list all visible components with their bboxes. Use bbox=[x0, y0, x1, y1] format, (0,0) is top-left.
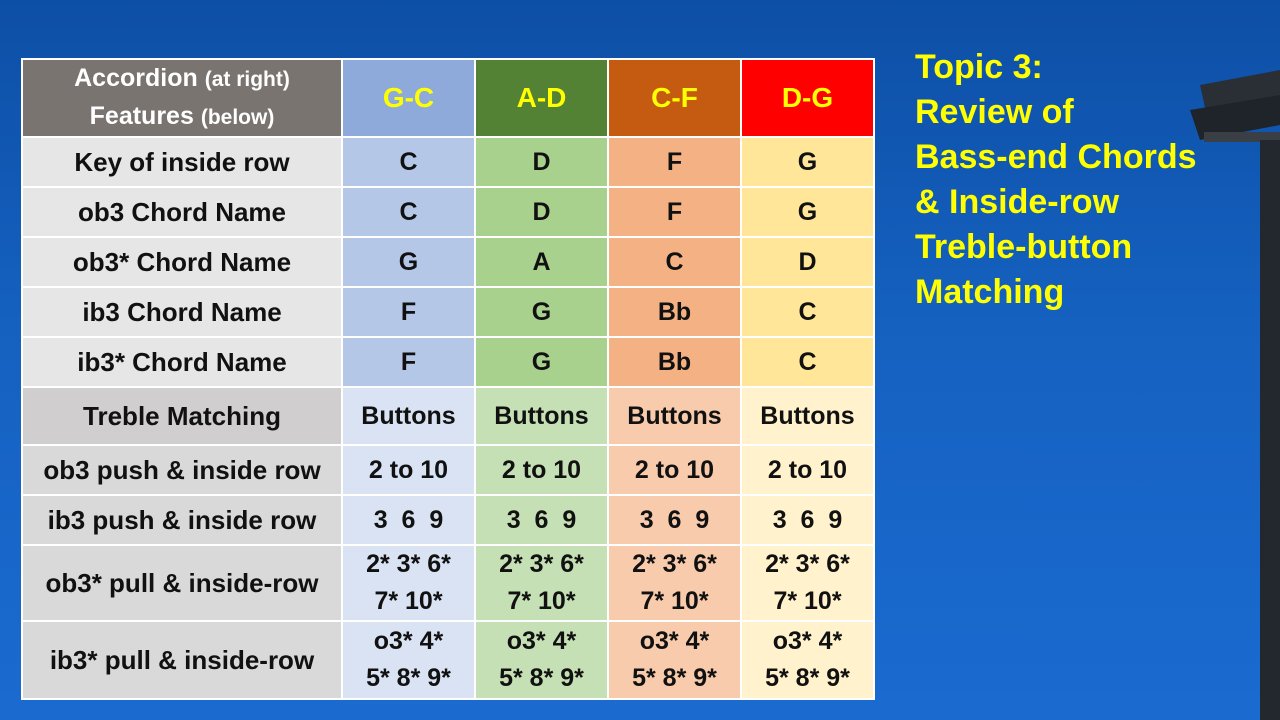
features-header: Accordion (at right) Features (below) bbox=[21, 58, 343, 138]
table-cell: F bbox=[607, 136, 742, 188]
table-cell: 3 6 9 bbox=[341, 494, 476, 546]
table-row: ib3 push & inside row 3 6 9 3 6 9 3 6 9 … bbox=[21, 494, 875, 546]
table-cell: G bbox=[341, 236, 476, 288]
topic-line: Treble-button bbox=[915, 228, 1133, 266]
topic-title: Topic 3: Review of Bass-end Chords & Ins… bbox=[915, 45, 1245, 315]
table-cell: G bbox=[474, 286, 609, 338]
table-cell: 2 to 10 bbox=[607, 444, 742, 496]
topic-line: Review of bbox=[915, 93, 1074, 131]
table-cell: A bbox=[474, 236, 609, 288]
table-cell: o3* 4* 5* 8* 9* bbox=[341, 620, 476, 700]
key-header-cf: C-F bbox=[607, 58, 742, 138]
header-below: (below) bbox=[200, 106, 275, 129]
cell-line: 5* 8* 9* bbox=[366, 664, 451, 692]
buttons-header: Buttons bbox=[740, 386, 875, 446]
treble-matching-label: Treble Matching bbox=[21, 386, 343, 446]
table-cell: G bbox=[740, 136, 875, 188]
buttons-header: Buttons bbox=[341, 386, 476, 446]
table-cell: D bbox=[474, 136, 609, 188]
table-cell: C bbox=[341, 186, 476, 238]
table-row: ob3* pull & inside-row 2* 3* 6* 7* 10* 2*… bbox=[21, 544, 875, 622]
row-label: ib3 Chord Name bbox=[21, 286, 343, 338]
table-row: ib3 Chord Name F G Bb C bbox=[21, 286, 875, 338]
table-cell: Bb bbox=[607, 336, 742, 388]
comparison-table: Accordion (at right) Features (below) G-… bbox=[21, 58, 875, 700]
treble-header-row: Treble Matching Buttons Buttons Buttons … bbox=[21, 386, 875, 446]
table-row: ib3* pull & inside-row o3* 4* 5* 8* 9* o3… bbox=[21, 620, 875, 700]
table-cell: 2* 3* 6* 7* 10* bbox=[607, 544, 742, 622]
table-cell: G bbox=[740, 186, 875, 238]
table-cell: 3 6 9 bbox=[474, 494, 609, 546]
table-cell: o3* 4* 5* 8* 9* bbox=[607, 620, 742, 700]
table-cell: F bbox=[341, 336, 476, 388]
topic-line: & Inside-row bbox=[915, 183, 1120, 221]
table-cell: C bbox=[341, 136, 476, 188]
cell-line: o3* 4* bbox=[373, 627, 444, 655]
row-label: ob3 push & inside row bbox=[21, 444, 343, 496]
row-label: ib3* Chord Name bbox=[21, 336, 343, 388]
cell-line: 5* 8* 9* bbox=[499, 664, 584, 692]
lamp-post-icon bbox=[1190, 70, 1280, 720]
table-row: Key of inside row C D F G bbox=[21, 136, 875, 188]
table-cell: 2 to 10 bbox=[474, 444, 609, 496]
cell-line: 2* 3* 6* bbox=[765, 550, 850, 578]
table-cell: 2* 3* 6* 7* 10* bbox=[474, 544, 609, 622]
table-cell: 3 6 9 bbox=[607, 494, 742, 546]
table-cell: o3* 4* 5* 8* 9* bbox=[474, 620, 609, 700]
table-cell: C bbox=[740, 286, 875, 338]
table-row: ib3* Chord Name F G Bb C bbox=[21, 336, 875, 388]
table-cell: D bbox=[740, 236, 875, 288]
cell-line: 5* 8* 9* bbox=[632, 664, 717, 692]
table-cell: D bbox=[474, 186, 609, 238]
row-label: ob3* Chord Name bbox=[21, 236, 343, 288]
header-features: Features bbox=[89, 102, 194, 130]
cell-line: 5* 8* 9* bbox=[765, 664, 850, 692]
key-header-gc: G-C bbox=[341, 58, 476, 138]
cell-line: o3* 4* bbox=[506, 627, 577, 655]
key-header-ad: A-D bbox=[474, 58, 609, 138]
cell-line: o3* 4* bbox=[772, 627, 843, 655]
cell-line: 2* 3* 6* bbox=[366, 550, 451, 578]
row-label: ib3 push & inside row bbox=[21, 494, 343, 546]
table-cell: G bbox=[474, 336, 609, 388]
cell-line: 7* 10* bbox=[640, 587, 709, 615]
table-row: ob3* Chord Name G A C D bbox=[21, 236, 875, 288]
table-cell: C bbox=[607, 236, 742, 288]
cell-line: 2* 3* 6* bbox=[499, 550, 584, 578]
table-row: ob3 push & inside row 2 to 10 2 to 10 2 … bbox=[21, 444, 875, 496]
cell-line: 2* 3* 6* bbox=[632, 550, 717, 578]
row-label: ob3* pull & inside-row bbox=[21, 544, 343, 622]
table-cell: 3 6 9 bbox=[740, 494, 875, 546]
table-cell: o3* 4* 5* 8* 9* bbox=[740, 620, 875, 700]
buttons-header: Buttons bbox=[474, 386, 609, 446]
cell-line: o3* 4* bbox=[639, 627, 710, 655]
row-label: ib3* pull & inside-row bbox=[21, 620, 343, 700]
header-accordion: Accordion bbox=[74, 64, 198, 92]
table-cell: F bbox=[607, 186, 742, 238]
topic-line: Bass-end Chords bbox=[915, 138, 1197, 176]
table-cell: C bbox=[740, 336, 875, 388]
topic-line: Topic 3: bbox=[915, 48, 1043, 86]
table-cell: 2* 3* 6* 7* 10* bbox=[740, 544, 875, 622]
header-at-right: (at right) bbox=[204, 68, 290, 91]
key-header-dg: D-G bbox=[740, 58, 875, 138]
row-label: ob3 Chord Name bbox=[21, 186, 343, 238]
table-cell: 2 to 10 bbox=[341, 444, 476, 496]
row-label: Key of inside row bbox=[21, 136, 343, 188]
cell-line: 7* 10* bbox=[507, 587, 576, 615]
cell-line: 7* 10* bbox=[374, 587, 443, 615]
table-header-row: Accordion (at right) Features (below) G-… bbox=[21, 58, 875, 138]
table-cell: Bb bbox=[607, 286, 742, 338]
cell-line: 7* 10* bbox=[773, 587, 842, 615]
buttons-header: Buttons bbox=[607, 386, 742, 446]
topic-line: Matching bbox=[915, 273, 1065, 311]
table-cell: 2 to 10 bbox=[740, 444, 875, 496]
table-row: ob3 Chord Name C D F G bbox=[21, 186, 875, 238]
table-cell: 2* 3* 6* 7* 10* bbox=[341, 544, 476, 622]
table-cell: F bbox=[341, 286, 476, 338]
